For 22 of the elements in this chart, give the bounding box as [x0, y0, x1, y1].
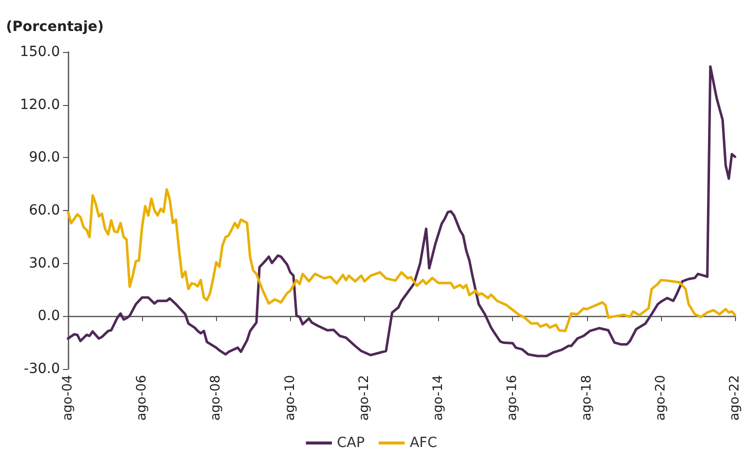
- line-series: [66, 65, 736, 358]
- y-axis-title: (Porcentaje): [6, 19, 104, 35]
- x-tick-label: ago-22: [728, 375, 742, 421]
- line-series: [66, 188, 736, 332]
- y-tick-label: 150.0: [20, 44, 60, 60]
- x-tick-label: ago-06: [134, 375, 150, 421]
- y-tick-label: 0.0: [38, 308, 60, 324]
- y-tick-label: 30.0: [28, 255, 60, 272]
- x-tick-label: ago-20: [653, 375, 668, 421]
- x-tick-label: ago-14: [431, 375, 446, 421]
- y-tick-label: -30.0: [24, 361, 60, 377]
- x-tick-label: ago-04: [60, 375, 76, 421]
- y-tick-label: 120.0: [20, 96, 60, 113]
- y-tick-label: 60.0: [28, 202, 60, 218]
- legend-label: CAP: [336, 435, 365, 451]
- legend-label: AFC: [410, 435, 438, 451]
- x-tick-label: ago-18: [579, 375, 594, 421]
- x-tick-label: ago-08: [208, 375, 224, 421]
- y-tick-label: 90.0: [28, 150, 60, 166]
- x-tick-label: ago-12: [356, 375, 372, 421]
- x-tick-label: ago-16: [505, 375, 520, 421]
- x-tick-label: ago-10: [282, 375, 298, 421]
